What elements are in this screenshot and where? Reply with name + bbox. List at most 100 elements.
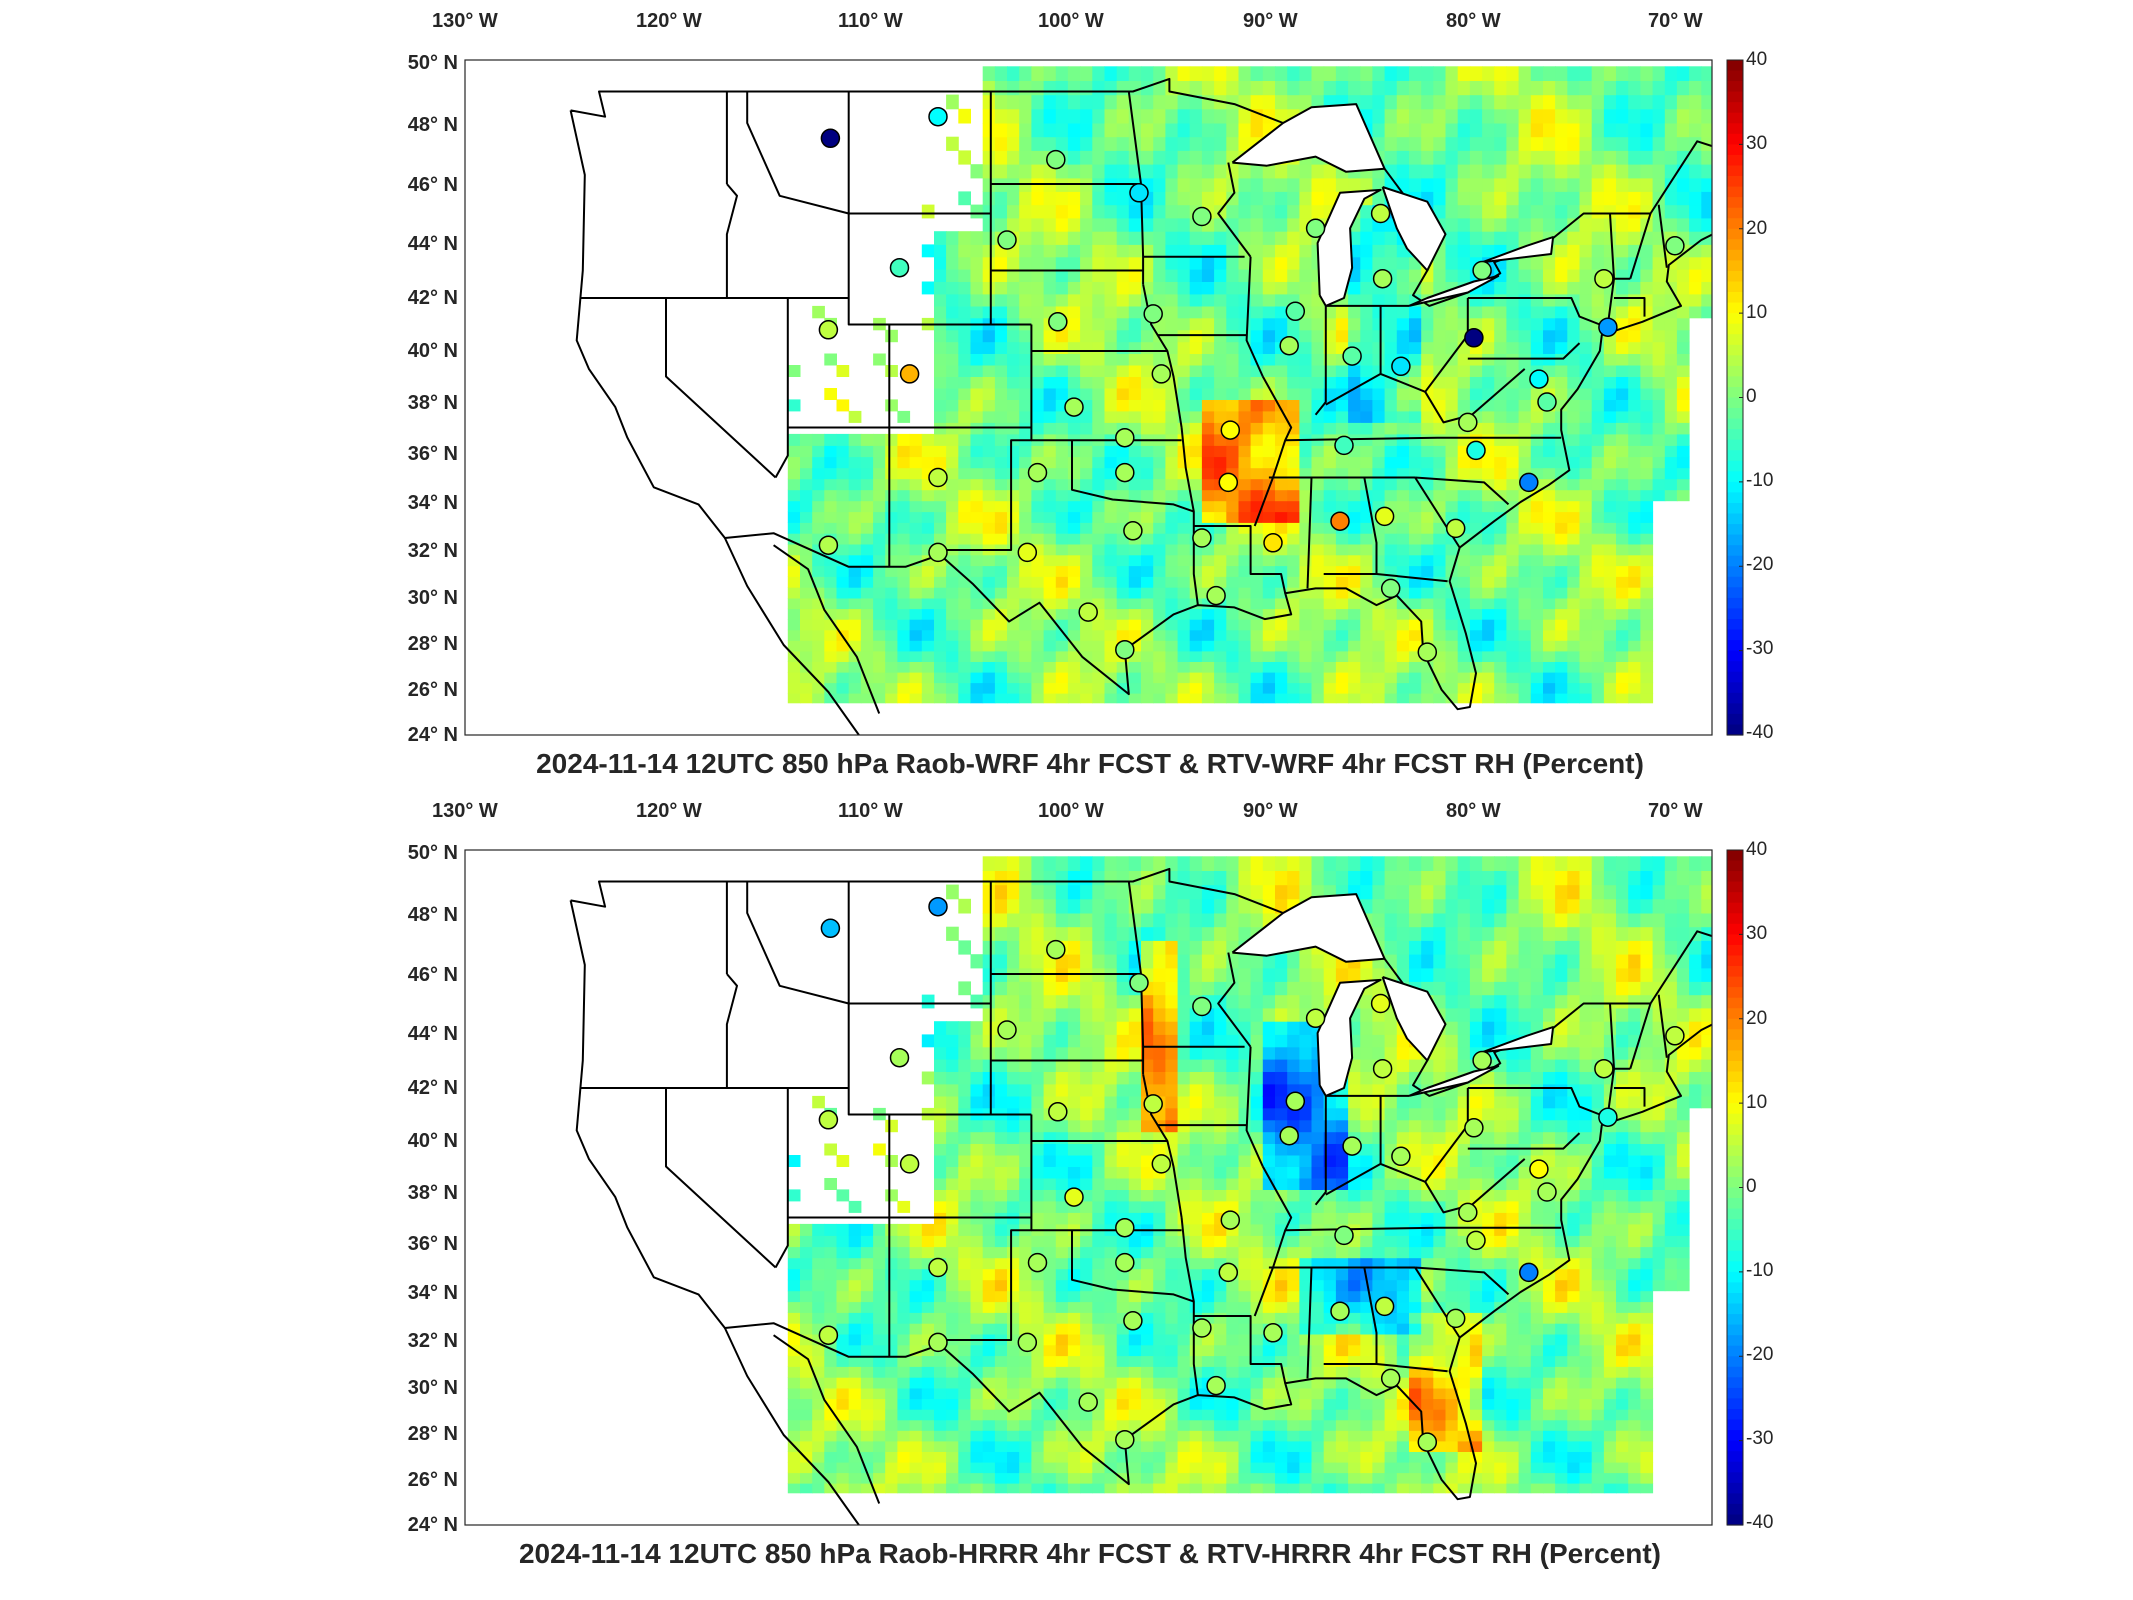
field-cell: [1323, 66, 1337, 81]
field-cell: [1518, 365, 1532, 377]
field-cell: [1555, 533, 1568, 545]
state-boundary: [1314, 305, 1327, 416]
field-cell: [1457, 661, 1471, 673]
field-cell: [860, 533, 874, 545]
field-cell: [1372, 94, 1386, 110]
field-cell: [1409, 554, 1422, 567]
field-cell: [1433, 108, 1446, 124]
field-cell: [1494, 365, 1507, 377]
field-cell: [1640, 565, 1654, 577]
field-cell: [836, 693, 850, 704]
field-cell: [1396, 123, 1410, 138]
field-cell: [1506, 565, 1520, 577]
field-cell: [946, 136, 959, 151]
field-cell: [836, 1257, 850, 1270]
map-title: 2024-11-14 12UTC 850 hPa Raob-WRF 4hr FC…: [536, 748, 1644, 779]
field-cell: [1250, 587, 1264, 599]
field-cell: [958, 1344, 971, 1357]
field-cell: [1421, 500, 1434, 513]
field-cell: [970, 256, 984, 270]
field-cell: [1043, 913, 1057, 928]
field-cell: [1287, 500, 1300, 513]
field-cell: [1043, 640, 1057, 652]
field-cell: [1067, 884, 1081, 900]
field-cell: [1007, 489, 1020, 502]
field-cell: [1201, 376, 1215, 389]
field-cell: [1555, 445, 1568, 458]
field-cell: [1567, 281, 1580, 295]
field-cell: [934, 672, 947, 684]
field-cell: [1384, 422, 1398, 435]
field-cell: [848, 467, 862, 480]
field-cell: [1445, 353, 1459, 366]
field-cell: [1360, 533, 1373, 545]
field-cell: [1043, 1388, 1057, 1400]
field-cell: [1494, 150, 1507, 165]
field-cell: [1543, 533, 1556, 545]
field-cell: [1055, 1451, 1069, 1463]
field-cell: [1445, 365, 1459, 377]
field-cell: [1372, 522, 1386, 534]
field-cell: [1335, 329, 1349, 343]
field-cell: [1250, 191, 1264, 206]
field-cell: [1007, 376, 1020, 389]
field-cell: [1445, 467, 1459, 480]
field-cell: [1372, 629, 1386, 641]
field-cell: [1189, 565, 1203, 577]
field-cell: [982, 1279, 996, 1292]
field-cell: [1226, 80, 1239, 96]
field-cell: [1445, 269, 1459, 282]
field-cell: [982, 329, 996, 343]
field-cell: [1080, 500, 1093, 513]
field-cell: [1689, 177, 1702, 192]
field-cell: [1518, 693, 1532, 704]
field-cell: [1092, 1034, 1105, 1048]
field-cell: [958, 269, 971, 282]
lat-label: 48° N: [407, 114, 458, 136]
field-cell: [897, 522, 911, 534]
field-cell: [946, 682, 959, 694]
field-cell: [1409, 693, 1422, 704]
field-cell: [909, 478, 923, 491]
field-cell: [836, 1472, 850, 1484]
field-cell: [1543, 629, 1556, 641]
field-cell: [1469, 682, 1483, 694]
field-cell: [1080, 231, 1093, 245]
field-cell: [1165, 341, 1179, 354]
field-cell: [1080, 269, 1093, 282]
field-cell: [1457, 608, 1471, 620]
field-cell: [1433, 619, 1446, 631]
field-cell: [1165, 467, 1179, 480]
field-cell: [1007, 619, 1020, 631]
state-boundary: [1467, 342, 1581, 360]
field-cell: [1530, 422, 1544, 435]
field-cell: [1482, 341, 1495, 354]
field-cell: [1092, 1344, 1105, 1357]
field-cell: [1506, 150, 1520, 165]
field-cell: [873, 1301, 886, 1313]
field-cell: [1579, 608, 1593, 620]
field-cell: [1396, 650, 1410, 662]
field-cell: [1287, 565, 1300, 577]
field-cell: [958, 576, 971, 588]
field-cell: [1457, 650, 1471, 662]
field-cell: [934, 1034, 947, 1048]
field-cell: [1153, 544, 1166, 556]
field-cell: [1409, 410, 1422, 423]
field-cell: [1348, 80, 1361, 96]
field-cell: [824, 445, 837, 458]
field-cell: [1116, 1419, 1130, 1431]
field-cell: [1664, 489, 1678, 502]
field-cell: [1214, 231, 1227, 245]
field-cell: [1348, 305, 1361, 319]
field-cell: [1616, 587, 1629, 599]
field-cell: [1238, 672, 1252, 684]
field-cell: [1067, 608, 1081, 620]
field-cell: [1506, 94, 1520, 110]
field-cell: [982, 433, 996, 446]
field-cell: [1299, 293, 1313, 307]
field-cell: [1019, 1301, 1032, 1313]
field-cell: [1092, 898, 1105, 914]
field-cell: [1165, 522, 1179, 534]
field-cell: [1372, 353, 1386, 366]
